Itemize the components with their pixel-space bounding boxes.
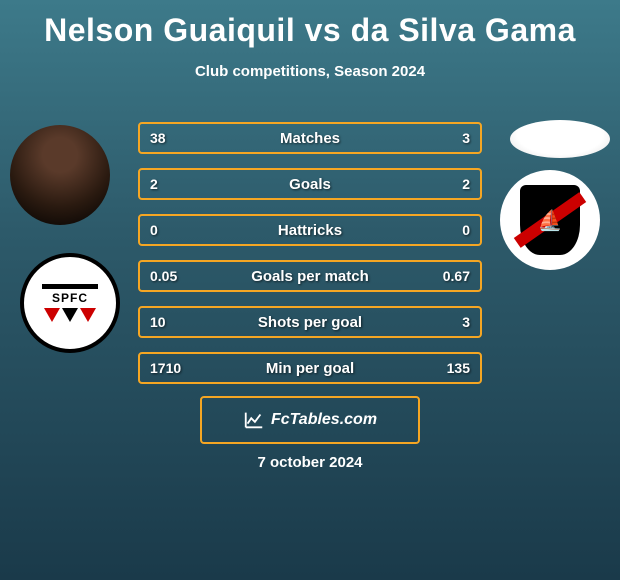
brand-label: FcTables.com (271, 411, 377, 429)
subtitle: Club competitions, Season 2024 (0, 63, 620, 80)
stats-table: 38 Matches 3 2 Goals 2 0 Hattricks 0 0.0… (138, 122, 482, 398)
stat-right-value: 0.67 (430, 268, 470, 284)
stat-label: Matches (190, 130, 430, 147)
stat-left-value: 2 (150, 176, 190, 192)
club-left-label: SPFC (52, 291, 88, 305)
stat-right-value: 135 (430, 360, 470, 376)
stat-label: Hattricks (190, 222, 430, 239)
chart-icon (243, 409, 265, 431)
club-right-badge: ⛵ (500, 170, 600, 270)
player-left-avatar (10, 125, 110, 225)
stat-label: Goals (190, 176, 430, 193)
stat-row: 38 Matches 3 (138, 122, 482, 154)
stat-left-value: 1710 (150, 360, 190, 376)
stat-row: 0 Hattricks 0 (138, 214, 482, 246)
brand-box: FcTables.com (200, 396, 420, 444)
stat-row: 0.05 Goals per match 0.67 (138, 260, 482, 292)
stat-row: 1710 Min per goal 135 (138, 352, 482, 384)
stat-label: Goals per match (190, 268, 430, 285)
stat-row: 2 Goals 2 (138, 168, 482, 200)
stat-label: Shots per goal (190, 314, 430, 331)
stat-left-value: 0.05 (150, 268, 190, 284)
stat-left-value: 0 (150, 222, 190, 238)
stat-left-value: 38 (150, 130, 190, 146)
ship-icon: ⛵ (538, 208, 563, 233)
club-left-badge: SPFC (20, 253, 120, 353)
stat-label: Min per goal (190, 360, 430, 377)
stat-right-value: 3 (430, 314, 470, 330)
player-right-avatar (510, 120, 610, 158)
footer-date: 7 october 2024 (0, 454, 620, 471)
stat-left-value: 10 (150, 314, 190, 330)
page-title: Nelson Guaiquil vs da Silva Gama (0, 0, 620, 49)
stat-row: 10 Shots per goal 3 (138, 306, 482, 338)
stat-right-value: 2 (430, 176, 470, 192)
stat-right-value: 3 (430, 130, 470, 146)
stat-right-value: 0 (430, 222, 470, 238)
